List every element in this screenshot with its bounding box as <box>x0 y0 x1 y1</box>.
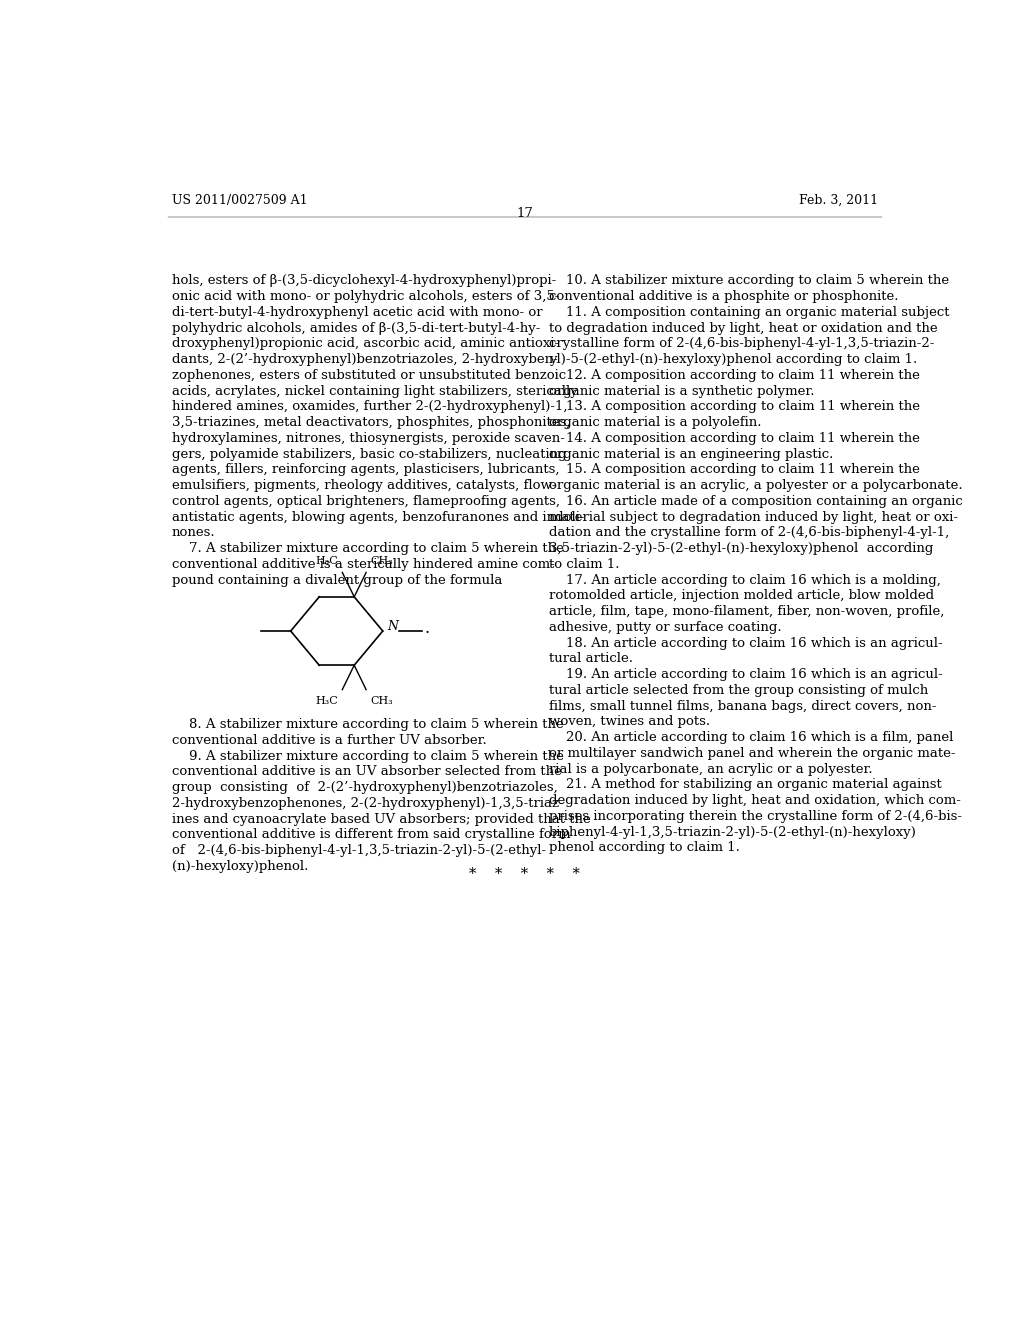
Text: 11. A composition containing an organic material subject: 11. A composition containing an organic … <box>549 306 949 318</box>
Text: conventional additive is different from said crystalline form: conventional additive is different from … <box>172 829 570 841</box>
Text: biphenyl-4-yl-1,3,5-triazin-2-yl)-5-(2-ethyl-(n)-hexyloxy): biphenyl-4-yl-1,3,5-triazin-2-yl)-5-(2-e… <box>549 826 916 838</box>
Text: degradation induced by light, heat and oxidation, which com-: degradation induced by light, heat and o… <box>549 795 961 807</box>
Text: hydroxylamines, nitrones, thiosynergists, peroxide scaven-: hydroxylamines, nitrones, thiosynergists… <box>172 432 564 445</box>
Text: 15. A composition according to claim 11 wherein the: 15. A composition according to claim 11 … <box>549 463 920 477</box>
Text: tural article.: tural article. <box>549 652 633 665</box>
Text: to claim 1.: to claim 1. <box>549 558 620 570</box>
Text: 18. An article according to claim 16 which is an agricul-: 18. An article according to claim 16 whi… <box>549 636 942 649</box>
Text: prises incorporating therein the crystalline form of 2-(4,6-bis-: prises incorporating therein the crystal… <box>549 810 962 822</box>
Text: woven, twines and pots.: woven, twines and pots. <box>549 715 710 729</box>
Text: *    *    *    *    *: * * * * * <box>469 867 581 882</box>
Text: hindered amines, oxamides, further 2-(2-hydroxyphenyl)-1,: hindered amines, oxamides, further 2-(2-… <box>172 400 567 413</box>
Text: 16. An article made of a composition containing an organic: 16. An article made of a composition con… <box>549 495 963 508</box>
Text: organic material is a synthetic polymer.: organic material is a synthetic polymer. <box>549 384 814 397</box>
Text: 14. A composition according to claim 11 wherein the: 14. A composition according to claim 11 … <box>549 432 920 445</box>
Text: 9. A stabilizer mixture according to claim 5 wherein the: 9. A stabilizer mixture according to cla… <box>172 750 563 763</box>
Text: emulsifiers, pigments, rheology additives, catalysts, flow-: emulsifiers, pigments, rheology additive… <box>172 479 556 492</box>
Text: 19. An article according to claim 16 which is an agricul-: 19. An article according to claim 16 whi… <box>549 668 942 681</box>
Text: organic material is an engineering plastic.: organic material is an engineering plast… <box>549 447 833 461</box>
Text: article, film, tape, mono-filament, fiber, non-woven, profile,: article, film, tape, mono-filament, fibe… <box>549 605 944 618</box>
Text: droxyphenyl)propionic acid, ascorbic acid, aminic antioxi-: droxyphenyl)propionic acid, ascorbic aci… <box>172 338 559 350</box>
Text: 17: 17 <box>516 207 534 220</box>
Text: 3,5-triazines, metal deactivators, phosphites, phosphonites,: 3,5-triazines, metal deactivators, phosp… <box>172 416 570 429</box>
Text: .: . <box>425 620 430 638</box>
Text: N: N <box>387 620 398 634</box>
Text: conventional additive is an UV absorber selected from the: conventional additive is an UV absorber … <box>172 766 561 779</box>
Text: group  consisting  of  2-(2’-hydroxyphenyl)benzotriazoles,: group consisting of 2-(2’-hydroxyphenyl)… <box>172 781 557 795</box>
Text: tural article selected from the group consisting of mulch: tural article selected from the group co… <box>549 684 928 697</box>
Text: phenol according to claim 1.: phenol according to claim 1. <box>549 841 739 854</box>
Text: (n)-hexyloxy)phenol.: (n)-hexyloxy)phenol. <box>172 859 308 873</box>
Text: yl)-5-(2-ethyl-(n)-hexyloxy)phenol according to claim 1.: yl)-5-(2-ethyl-(n)-hexyloxy)phenol accor… <box>549 352 916 366</box>
Text: films, small tunnel films, banana bags, direct covers, non-: films, small tunnel films, banana bags, … <box>549 700 936 713</box>
Text: 8. A stabilizer mixture according to claim 5 wherein the: 8. A stabilizer mixture according to cla… <box>172 718 563 731</box>
Text: 7. A stabilizer mixture according to claim 5 wherein the: 7. A stabilizer mixture according to cla… <box>172 543 563 556</box>
Text: zophenones, esters of substituted or unsubstituted benzoic: zophenones, esters of substituted or uns… <box>172 368 566 381</box>
Text: nones.: nones. <box>172 527 215 540</box>
Text: adhesive, putty or surface coating.: adhesive, putty or surface coating. <box>549 620 781 634</box>
Text: polyhydric alcohols, amides of β-(3,5-di-tert-butyl-4-hy-: polyhydric alcohols, amides of β-(3,5-di… <box>172 322 540 334</box>
Text: rial is a polycarbonate, an acrylic or a polyester.: rial is a polycarbonate, an acrylic or a… <box>549 763 872 776</box>
Text: Feb. 3, 2011: Feb. 3, 2011 <box>799 194 878 207</box>
Text: 3,5-triazin-2-yl)-5-(2-ethyl-(n)-hexyloxy)phenol  according: 3,5-triazin-2-yl)-5-(2-ethyl-(n)-hexylox… <box>549 543 933 556</box>
Text: 2-hydroxybenzophenones, 2-(2-hydroxyphenyl)-1,3,5-triaz-: 2-hydroxybenzophenones, 2-(2-hydroxyphen… <box>172 797 563 810</box>
Text: gers, polyamide stabilizers, basic co-stabilizers, nucleating: gers, polyamide stabilizers, basic co-st… <box>172 447 566 461</box>
Text: 20. An article according to claim 16 which is a film, panel: 20. An article according to claim 16 whi… <box>549 731 953 744</box>
Text: rotomolded article, injection molded article, blow molded: rotomolded article, injection molded art… <box>549 589 934 602</box>
Text: dants, 2-(2’-hydroxyphenyl)benzotriazoles, 2-hydroxyben-: dants, 2-(2’-hydroxyphenyl)benzotriazole… <box>172 352 557 366</box>
Text: hols, esters of β-(3,5-dicyclohexyl-4-hydroxyphenyl)propi-: hols, esters of β-(3,5-dicyclohexyl-4-hy… <box>172 275 556 288</box>
Text: pound containing a divalent group of the formula: pound containing a divalent group of the… <box>172 574 502 586</box>
Text: conventional additive is a further UV absorber.: conventional additive is a further UV ab… <box>172 734 486 747</box>
Text: of   2-(4,6-bis-biphenyl-4-yl-1,3,5-triazin-2-yl)-5-(2-ethyl-: of 2-(4,6-bis-biphenyl-4-yl-1,3,5-triazi… <box>172 843 546 857</box>
Text: 12. A composition according to claim 11 wherein the: 12. A composition according to claim 11 … <box>549 368 920 381</box>
Text: ines and cyanoacrylate based UV absorbers; provided that the: ines and cyanoacrylate based UV absorber… <box>172 813 591 825</box>
Text: H₃C: H₃C <box>315 556 338 566</box>
Text: organic material is an acrylic, a polyester or a polycarbonate.: organic material is an acrylic, a polyes… <box>549 479 963 492</box>
Text: onic acid with mono- or polyhydric alcohols, esters of 3,5-: onic acid with mono- or polyhydric alcoh… <box>172 290 559 304</box>
Text: 21. A method for stabilizing an organic material against: 21. A method for stabilizing an organic … <box>549 779 941 792</box>
Text: or multilayer sandwich panel and wherein the organic mate-: or multilayer sandwich panel and wherein… <box>549 747 955 760</box>
Text: H₃C: H₃C <box>315 696 338 706</box>
Text: 17. An article according to claim 16 which is a molding,: 17. An article according to claim 16 whi… <box>549 574 940 586</box>
Text: to degradation induced by light, heat or oxidation and the: to degradation induced by light, heat or… <box>549 322 937 334</box>
Text: 10. A stabilizer mixture according to claim 5 wherein the: 10. A stabilizer mixture according to cl… <box>549 275 948 288</box>
Text: US 2011/0027509 A1: US 2011/0027509 A1 <box>172 194 307 207</box>
Text: organic material is a polyolefin.: organic material is a polyolefin. <box>549 416 761 429</box>
Text: di-tert-butyl-4-hydroxyphenyl acetic acid with mono- or: di-tert-butyl-4-hydroxyphenyl acetic aci… <box>172 306 543 318</box>
Text: antistatic agents, blowing agents, benzofuranones and indoli-: antistatic agents, blowing agents, benzo… <box>172 511 584 524</box>
Text: crystalline form of 2-(4,6-bis-biphenyl-4-yl-1,3,5-triazin-2-: crystalline form of 2-(4,6-bis-biphenyl-… <box>549 338 934 350</box>
Text: dation and the crystalline form of 2-(4,6-bis-biphenyl-4-yl-1,: dation and the crystalline form of 2-(4,… <box>549 527 949 540</box>
Text: acids, acrylates, nickel containing light stabilizers, sterically: acids, acrylates, nickel containing ligh… <box>172 384 578 397</box>
Text: CH₃: CH₃ <box>370 556 393 566</box>
Text: conventional additive is a phosphite or phosphonite.: conventional additive is a phosphite or … <box>549 290 898 304</box>
Text: control agents, optical brighteners, flameproofing agents,: control agents, optical brighteners, fla… <box>172 495 560 508</box>
Text: conventional additive is a sterically hindered amine com-: conventional additive is a sterically hi… <box>172 558 554 570</box>
Text: 13. A composition according to claim 11 wherein the: 13. A composition according to claim 11 … <box>549 400 920 413</box>
Text: material subject to degradation induced by light, heat or oxi-: material subject to degradation induced … <box>549 511 957 524</box>
Text: CH₃: CH₃ <box>370 696 393 706</box>
Text: agents, fillers, reinforcing agents, plasticisers, lubricants,: agents, fillers, reinforcing agents, pla… <box>172 463 559 477</box>
